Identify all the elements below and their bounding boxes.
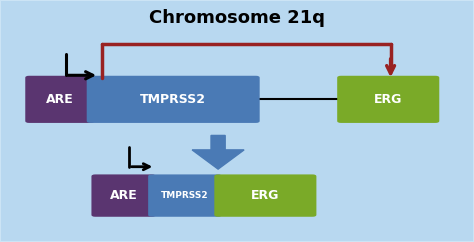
FancyBboxPatch shape: [91, 174, 156, 217]
Text: Chromosome 21q: Chromosome 21q: [149, 8, 325, 27]
Text: ERG: ERG: [374, 93, 402, 106]
Text: ARE: ARE: [46, 93, 73, 106]
FancyBboxPatch shape: [337, 76, 439, 123]
FancyBboxPatch shape: [148, 174, 222, 217]
FancyBboxPatch shape: [214, 174, 317, 217]
Text: ERG: ERG: [251, 189, 280, 202]
Text: TMPRSS2: TMPRSS2: [161, 191, 209, 200]
FancyBboxPatch shape: [25, 76, 94, 123]
Text: ARE: ARE: [109, 189, 137, 202]
FancyBboxPatch shape: [87, 76, 260, 123]
Text: TMPRSS2: TMPRSS2: [140, 93, 206, 106]
Polygon shape: [192, 136, 244, 169]
